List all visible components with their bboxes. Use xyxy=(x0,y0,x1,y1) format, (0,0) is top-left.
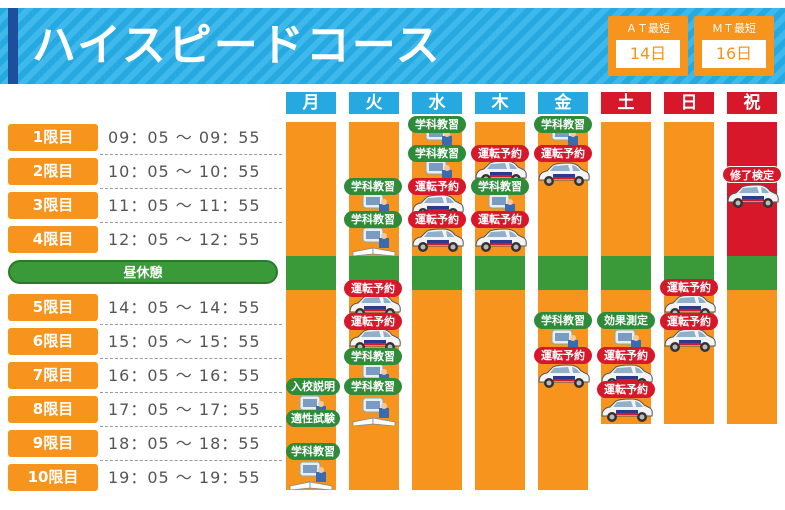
day-header-sun: 日 xyxy=(664,92,714,114)
lunch-break-label: 昼休憩 xyxy=(8,260,278,284)
event-driving-tue-6[interactable]: 運転予約 xyxy=(344,313,402,330)
period-label-6: 6限目 xyxy=(8,328,98,355)
period-time-10: 19：05 ～ 19：55 xyxy=(108,468,261,487)
lunch-block xyxy=(475,256,525,290)
lunch-block xyxy=(601,256,651,290)
morning-block xyxy=(538,122,588,256)
event-academic-mon[interactable]: 学科教習 xyxy=(286,443,340,460)
afternoon-block xyxy=(727,290,777,424)
morning-block xyxy=(601,122,651,256)
period-time-8: 17：05 ～ 17：55 xyxy=(108,400,261,419)
day-header-tue: 火 xyxy=(349,92,399,114)
day-header-mon: 月 xyxy=(286,92,336,114)
mt-shortest-box: ＭＴ最短 16日 xyxy=(694,16,774,76)
event-academic-tue-8[interactable]: 学科教習 xyxy=(344,378,402,395)
period-divider xyxy=(100,324,282,325)
day-header-holiday: 祝 xyxy=(727,92,777,114)
classroom-icon xyxy=(349,226,401,256)
event-aptitude-mon[interactable]: 適性試験 xyxy=(286,410,340,427)
period-label-8: 8限目 xyxy=(8,396,98,423)
period-time-2: 10：05 ～ 10：55 xyxy=(108,162,261,181)
lunch-block xyxy=(538,256,588,290)
period-divider xyxy=(100,188,282,189)
page-title: ハイスピードコース xyxy=(32,20,442,71)
lunch-block xyxy=(727,256,777,290)
afternoon-block xyxy=(475,290,525,490)
period-label-10: 10限目 xyxy=(8,464,98,491)
event-driving-sun-5[interactable]: 運転予約 xyxy=(660,279,718,296)
period-divider xyxy=(100,222,282,223)
event-driving-thu-2[interactable]: 運転予約 xyxy=(471,145,529,162)
period-label-5: 5限目 xyxy=(8,294,98,321)
event-academic-tue-4[interactable]: 学科教習 xyxy=(344,211,402,228)
event-enrollment-mon[interactable]: 入校説明 xyxy=(286,378,340,395)
period-time-1: 09：05 ～ 09：55 xyxy=(108,128,261,147)
period-divider xyxy=(100,460,282,461)
event-driving-fri-7[interactable]: 運転予約 xyxy=(534,347,592,364)
event-driving-sat-7[interactable]: 運転予約 xyxy=(597,347,655,364)
period-time-5: 14：05 ～ 14：55 xyxy=(108,298,261,317)
afternoon-block xyxy=(412,290,462,490)
mt-shortest-label: ＭＴ最短 xyxy=(712,22,756,35)
event-driving-wed-3[interactable]: 運転予約 xyxy=(408,178,466,195)
morning-block xyxy=(286,122,336,256)
day-header-wed: 水 xyxy=(412,92,462,114)
period-divider xyxy=(100,392,282,393)
event-driving-sun-6[interactable]: 運転予約 xyxy=(660,313,718,330)
period-time-9: 18：05 ～ 18：55 xyxy=(108,434,261,453)
event-academic-tue-7[interactable]: 学科教習 xyxy=(344,348,402,365)
event-academic-thu-3[interactable]: 学科教習 xyxy=(471,178,529,195)
header-banner: ハイスピードコース ＡＴ最短 14日 ＭＴ最短 16日 xyxy=(0,8,785,84)
event-driving-tue-5[interactable]: 運転予約 xyxy=(344,280,402,297)
classroom-icon xyxy=(349,396,401,426)
event-driving-thu-4[interactable]: 運転予約 xyxy=(471,211,529,228)
period-label-1: 1限目 xyxy=(8,124,98,151)
period-label-9: 9限目 xyxy=(8,430,98,457)
period-time-4: 12：05 ～ 12：55 xyxy=(108,230,261,249)
car-icon xyxy=(661,326,717,354)
period-time-3: 11：05 ～ 11：55 xyxy=(108,196,261,215)
car-icon xyxy=(409,226,465,254)
event-effect-test-sat[interactable]: 効果測定 xyxy=(597,312,655,329)
at-shortest-value: 14日 xyxy=(616,40,680,68)
event-academic-fri-1[interactable]: 学科教習 xyxy=(534,116,592,133)
period-time-7: 16：05 ～ 16：55 xyxy=(108,366,261,385)
event-driving-wed-4[interactable]: 運転予約 xyxy=(408,211,466,228)
period-label-4: 4限目 xyxy=(8,226,98,253)
car-icon xyxy=(535,362,591,390)
day-header-thu: 木 xyxy=(475,92,525,114)
car-icon xyxy=(472,226,528,254)
lunch-block xyxy=(412,256,462,290)
event-academic-wed-2[interactable]: 学科教習 xyxy=(408,145,466,162)
event-academic-wed-1[interactable]: 学科教習 xyxy=(408,116,466,133)
car-icon xyxy=(535,160,591,188)
event-driving-fri-2[interactable]: 運転予約 xyxy=(534,145,592,162)
at-shortest-box: ＡＴ最短 14日 xyxy=(608,16,688,76)
lunch-block xyxy=(286,256,336,290)
header-accent-bar xyxy=(8,8,18,84)
event-completion-exam-holiday[interactable]: 修了検定 xyxy=(722,166,782,183)
period-label-7: 7限目 xyxy=(8,362,98,389)
event-academic-tue-3[interactable]: 学科教習 xyxy=(344,178,402,195)
morning-block xyxy=(664,122,714,256)
day-header-sat: 土 xyxy=(601,92,651,114)
period-label-3: 3限目 xyxy=(8,192,98,219)
day-header-fri: 金 xyxy=(538,92,588,114)
at-shortest-label: ＡＴ最短 xyxy=(626,22,670,35)
period-divider xyxy=(100,426,282,427)
period-divider xyxy=(100,154,282,155)
period-time-6: 15：05 ～ 15：55 xyxy=(108,332,261,351)
car-icon xyxy=(724,182,780,210)
event-academic-fri-6[interactable]: 学科教習 xyxy=(534,312,592,329)
period-label-2: 2限目 xyxy=(8,158,98,185)
classroom-icon xyxy=(286,460,338,490)
period-divider xyxy=(100,358,282,359)
mt-shortest-value: 16日 xyxy=(702,40,766,68)
car-icon xyxy=(598,396,654,424)
event-driving-sat-8[interactable]: 運転予約 xyxy=(597,381,655,398)
